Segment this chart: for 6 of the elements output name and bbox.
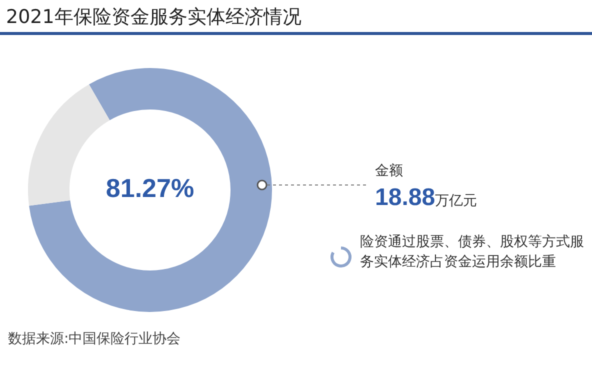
text: 金额: [375, 162, 403, 180]
text: 险资通过股票、债券、股权等方式服务实体经济占资金运用余额比重: [360, 233, 585, 272]
data-label: 81.27%: [106, 173, 194, 204]
chart-title: 2021年保险资金服务实体经济情况: [6, 5, 302, 30]
text: 18.88万亿元: [375, 184, 478, 212]
source-note: 数据来源:中国保险行业协会: [8, 330, 181, 348]
